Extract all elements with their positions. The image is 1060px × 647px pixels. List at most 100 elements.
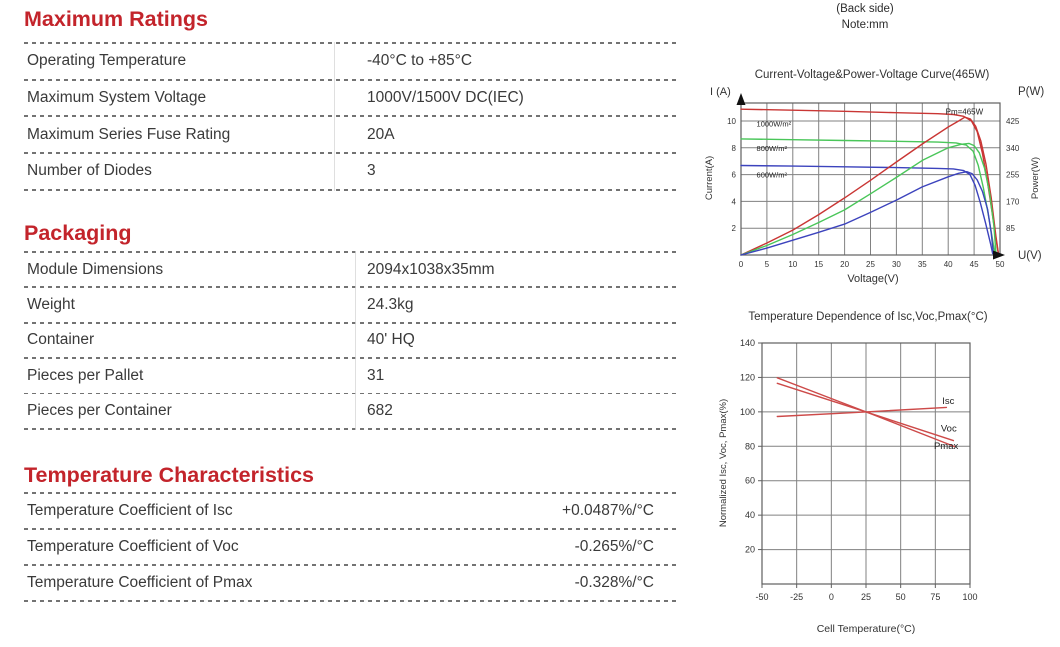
chart-title: Temperature Dependence of Isc,Voc,Pmax(°…	[748, 311, 987, 323]
column-divider	[355, 251, 356, 430]
table-row: Weight 24.3kg	[24, 288, 676, 322]
svg-text:20: 20	[745, 545, 755, 555]
svg-text:25: 25	[861, 592, 871, 602]
svg-text:170: 170	[1006, 197, 1020, 206]
svg-text:40: 40	[944, 260, 953, 269]
svg-text:15: 15	[814, 260, 823, 269]
x-axis-label: Cell Temperature(°C)	[817, 623, 916, 635]
spec-label: Weight	[27, 295, 75, 313]
spec-value: +0.0487%/°C	[562, 501, 654, 519]
svg-text:4: 4	[732, 197, 737, 206]
dashed-divider	[24, 42, 676, 44]
svg-text:8: 8	[732, 144, 737, 153]
spec-label: Pieces per Pallet	[27, 366, 144, 384]
y-axis-arrow-icon	[736, 93, 746, 105]
table-row: Maximum Series Fuse Rating 20A	[24, 117, 676, 152]
svg-text:75: 75	[930, 592, 940, 602]
series-power-600Wm2	[740, 170, 994, 256]
spec-value: 31	[367, 366, 385, 384]
table-row: Maximum System Voltage 1000V/1500V DC(IE…	[24, 81, 676, 116]
spec-label: Module Dimensions	[27, 260, 164, 278]
spec-value: 24.3kg	[367, 295, 414, 313]
svg-text:-50: -50	[755, 592, 768, 602]
iv-pv-curve-chart: Current-Voltage&Power-Voltage Curve(465W…	[704, 69, 1044, 285]
left-axis-symbol: I (A)	[710, 86, 731, 98]
svg-text:45: 45	[970, 260, 979, 269]
dashed-divider	[24, 527, 676, 530]
dashed-divider	[24, 115, 676, 118]
column-divider	[334, 42, 335, 191]
dashed-divider	[24, 188, 676, 191]
table-row: Pieces per Pallet 31	[24, 359, 676, 393]
packaging-table: Module Dimensions 2094x1038x35mm Weight …	[24, 251, 676, 430]
svg-text:80: 80	[745, 441, 755, 451]
x-axis-symbol: U(V)	[1018, 250, 1042, 262]
dashed-divider	[24, 251, 676, 253]
svg-text:340: 340	[1006, 144, 1020, 153]
dashed-divider	[24, 286, 676, 289]
section-maximum-ratings: Maximum Ratings Operating Temperature -4…	[24, 6, 676, 191]
table-row: Container 40' HQ	[24, 324, 676, 358]
svg-text:0: 0	[829, 592, 834, 602]
series-power-1000Wm2	[740, 116, 1000, 256]
table-row: Pieces per Container 682	[24, 394, 676, 428]
svg-text:-25: -25	[790, 592, 803, 602]
spec-label: Operating Temperature	[27, 52, 187, 70]
svg-text:35: 35	[918, 260, 927, 269]
dashed-divider	[24, 392, 676, 395]
temperature-dependence-chart: Temperature Dependence of Isc,Voc,Pmax(°…	[718, 311, 988, 635]
series-label: 1000W/m²	[757, 119, 792, 128]
svg-text:6: 6	[732, 171, 737, 180]
figure-caption: (Back side) Note:mm	[760, 1, 970, 33]
spec-label: Temperature Coefficient of Pmax	[27, 573, 253, 591]
spec-label: Maximum Series Fuse Rating	[27, 125, 231, 143]
dashed-divider	[24, 492, 676, 494]
table-row: Temperature Coefficient of Voc -0.265%/°…	[24, 530, 676, 564]
right-axis-symbol: P(W)	[1018, 86, 1044, 98]
spec-value: 40' HQ	[367, 331, 415, 349]
section-temperature-characteristics: Temperature Characteristics Temperature …	[24, 462, 676, 602]
series-label-Pmax: Pmax	[934, 441, 959, 452]
section-title-packaging: Packaging	[24, 221, 132, 245]
series-current-600Wm2	[740, 164, 994, 255]
spec-label: Number of Diodes	[27, 162, 152, 180]
x-axis-label: Voltage(V)	[847, 273, 898, 285]
spec-value: 2094x1038x35mm	[367, 260, 495, 278]
section-packaging: Packaging Module Dimensions 2094x1038x35…	[24, 220, 676, 430]
svg-text:10: 10	[788, 260, 797, 269]
y-axis-label: Normalized Isc, Voc, Pmax(%)	[718, 399, 729, 527]
svg-text:140: 140	[740, 338, 755, 348]
table-row: Temperature Coefficient of Isc +0.0487%/…	[24, 494, 676, 528]
maximum-ratings-table: Operating Temperature -40°C to +85°C Max…	[24, 42, 676, 191]
svg-text:2: 2	[732, 224, 737, 233]
series-label: 600W/m²	[757, 170, 788, 179]
series-label-Voc: Voc	[941, 424, 957, 435]
spec-label: Temperature Coefficient of Isc	[27, 501, 233, 519]
spec-label: Maximum System Voltage	[27, 89, 207, 106]
svg-text:50: 50	[896, 592, 906, 602]
spec-value: 682	[367, 402, 393, 420]
right-axis-label: Power(W)	[1030, 157, 1041, 199]
dashed-divider	[24, 152, 676, 154]
svg-text:50: 50	[996, 260, 1005, 269]
pm-annotation: Pm=465W	[946, 107, 984, 116]
back-side-caption: (Back side)	[836, 3, 894, 15]
dashed-divider	[24, 357, 676, 359]
svg-text:60: 60	[745, 476, 755, 486]
svg-text:40: 40	[745, 510, 755, 520]
svg-text:100: 100	[962, 592, 977, 602]
svg-text:30: 30	[892, 260, 901, 269]
spec-value: -0.328%/°C	[574, 573, 654, 591]
svg-text:85: 85	[1006, 224, 1015, 233]
svg-text:100: 100	[740, 407, 755, 417]
svg-text:20: 20	[840, 260, 849, 269]
chart-title: Current-Voltage&Power-Voltage Curve(465W…	[755, 69, 990, 81]
spec-label: Container	[27, 331, 95, 349]
spec-value: -40°C to +85°C	[367, 52, 473, 70]
table-row: Temperature Coefficient of Pmax -0.328%/…	[24, 566, 676, 600]
units-note: Note:mm	[841, 19, 889, 31]
dashed-divider	[24, 599, 676, 602]
x-axis-arrow-icon	[993, 250, 1005, 260]
spec-label: Temperature Coefficient of Voc	[27, 537, 239, 555]
table-row: Module Dimensions 2094x1038x35mm	[24, 253, 676, 287]
